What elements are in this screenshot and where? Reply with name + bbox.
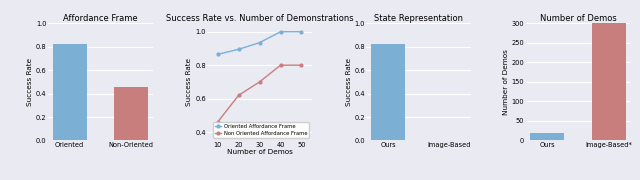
Y-axis label: Number of Demos: Number of Demos [503,49,509,115]
Non Oriented Affordance Frame [298,64,305,66]
Bar [371,44,405,140]
Bar [114,87,148,140]
Bar [592,23,626,140]
Title: Success Rate vs. Number of Demonstrations: Success Rate vs. Number of Demonstration… [166,14,353,23]
Oriented Affordance Frame [298,31,305,33]
Title: Affordance Frame: Affordance Frame [63,14,138,23]
Non Oriented Affordance Frame [214,121,221,123]
Non Oriented Affordance Frame [276,64,284,66]
Non Oriented Affordance Frame [235,94,243,96]
Title: State Representation: State Representation [374,14,463,23]
X-axis label: Number of Demos: Number of Demos [227,149,292,155]
Y-axis label: Success Rate: Success Rate [186,58,193,106]
Oriented Affordance Frame [256,42,264,44]
Oriented Affordance Frame [276,31,284,33]
Non Oriented Affordance Frame [256,81,264,83]
Bar [52,44,86,140]
Y-axis label: Success Rate: Success Rate [28,58,33,106]
Title: Number of Demos: Number of Demos [540,14,616,23]
Line: Oriented Affordance Frame: Oriented Affordance Frame [216,30,303,56]
Line: Non Oriented Affordance Frame: Non Oriented Affordance Frame [216,64,303,123]
Oriented Affordance Frame [235,48,243,50]
Oriented Affordance Frame [214,53,221,55]
Y-axis label: Success Rate: Success Rate [346,58,351,106]
Bar [531,133,564,140]
Legend: Oriented Affordance Frame, Non Oriented Affordance Frame: Oriented Affordance Frame, Non Oriented … [213,122,309,138]
